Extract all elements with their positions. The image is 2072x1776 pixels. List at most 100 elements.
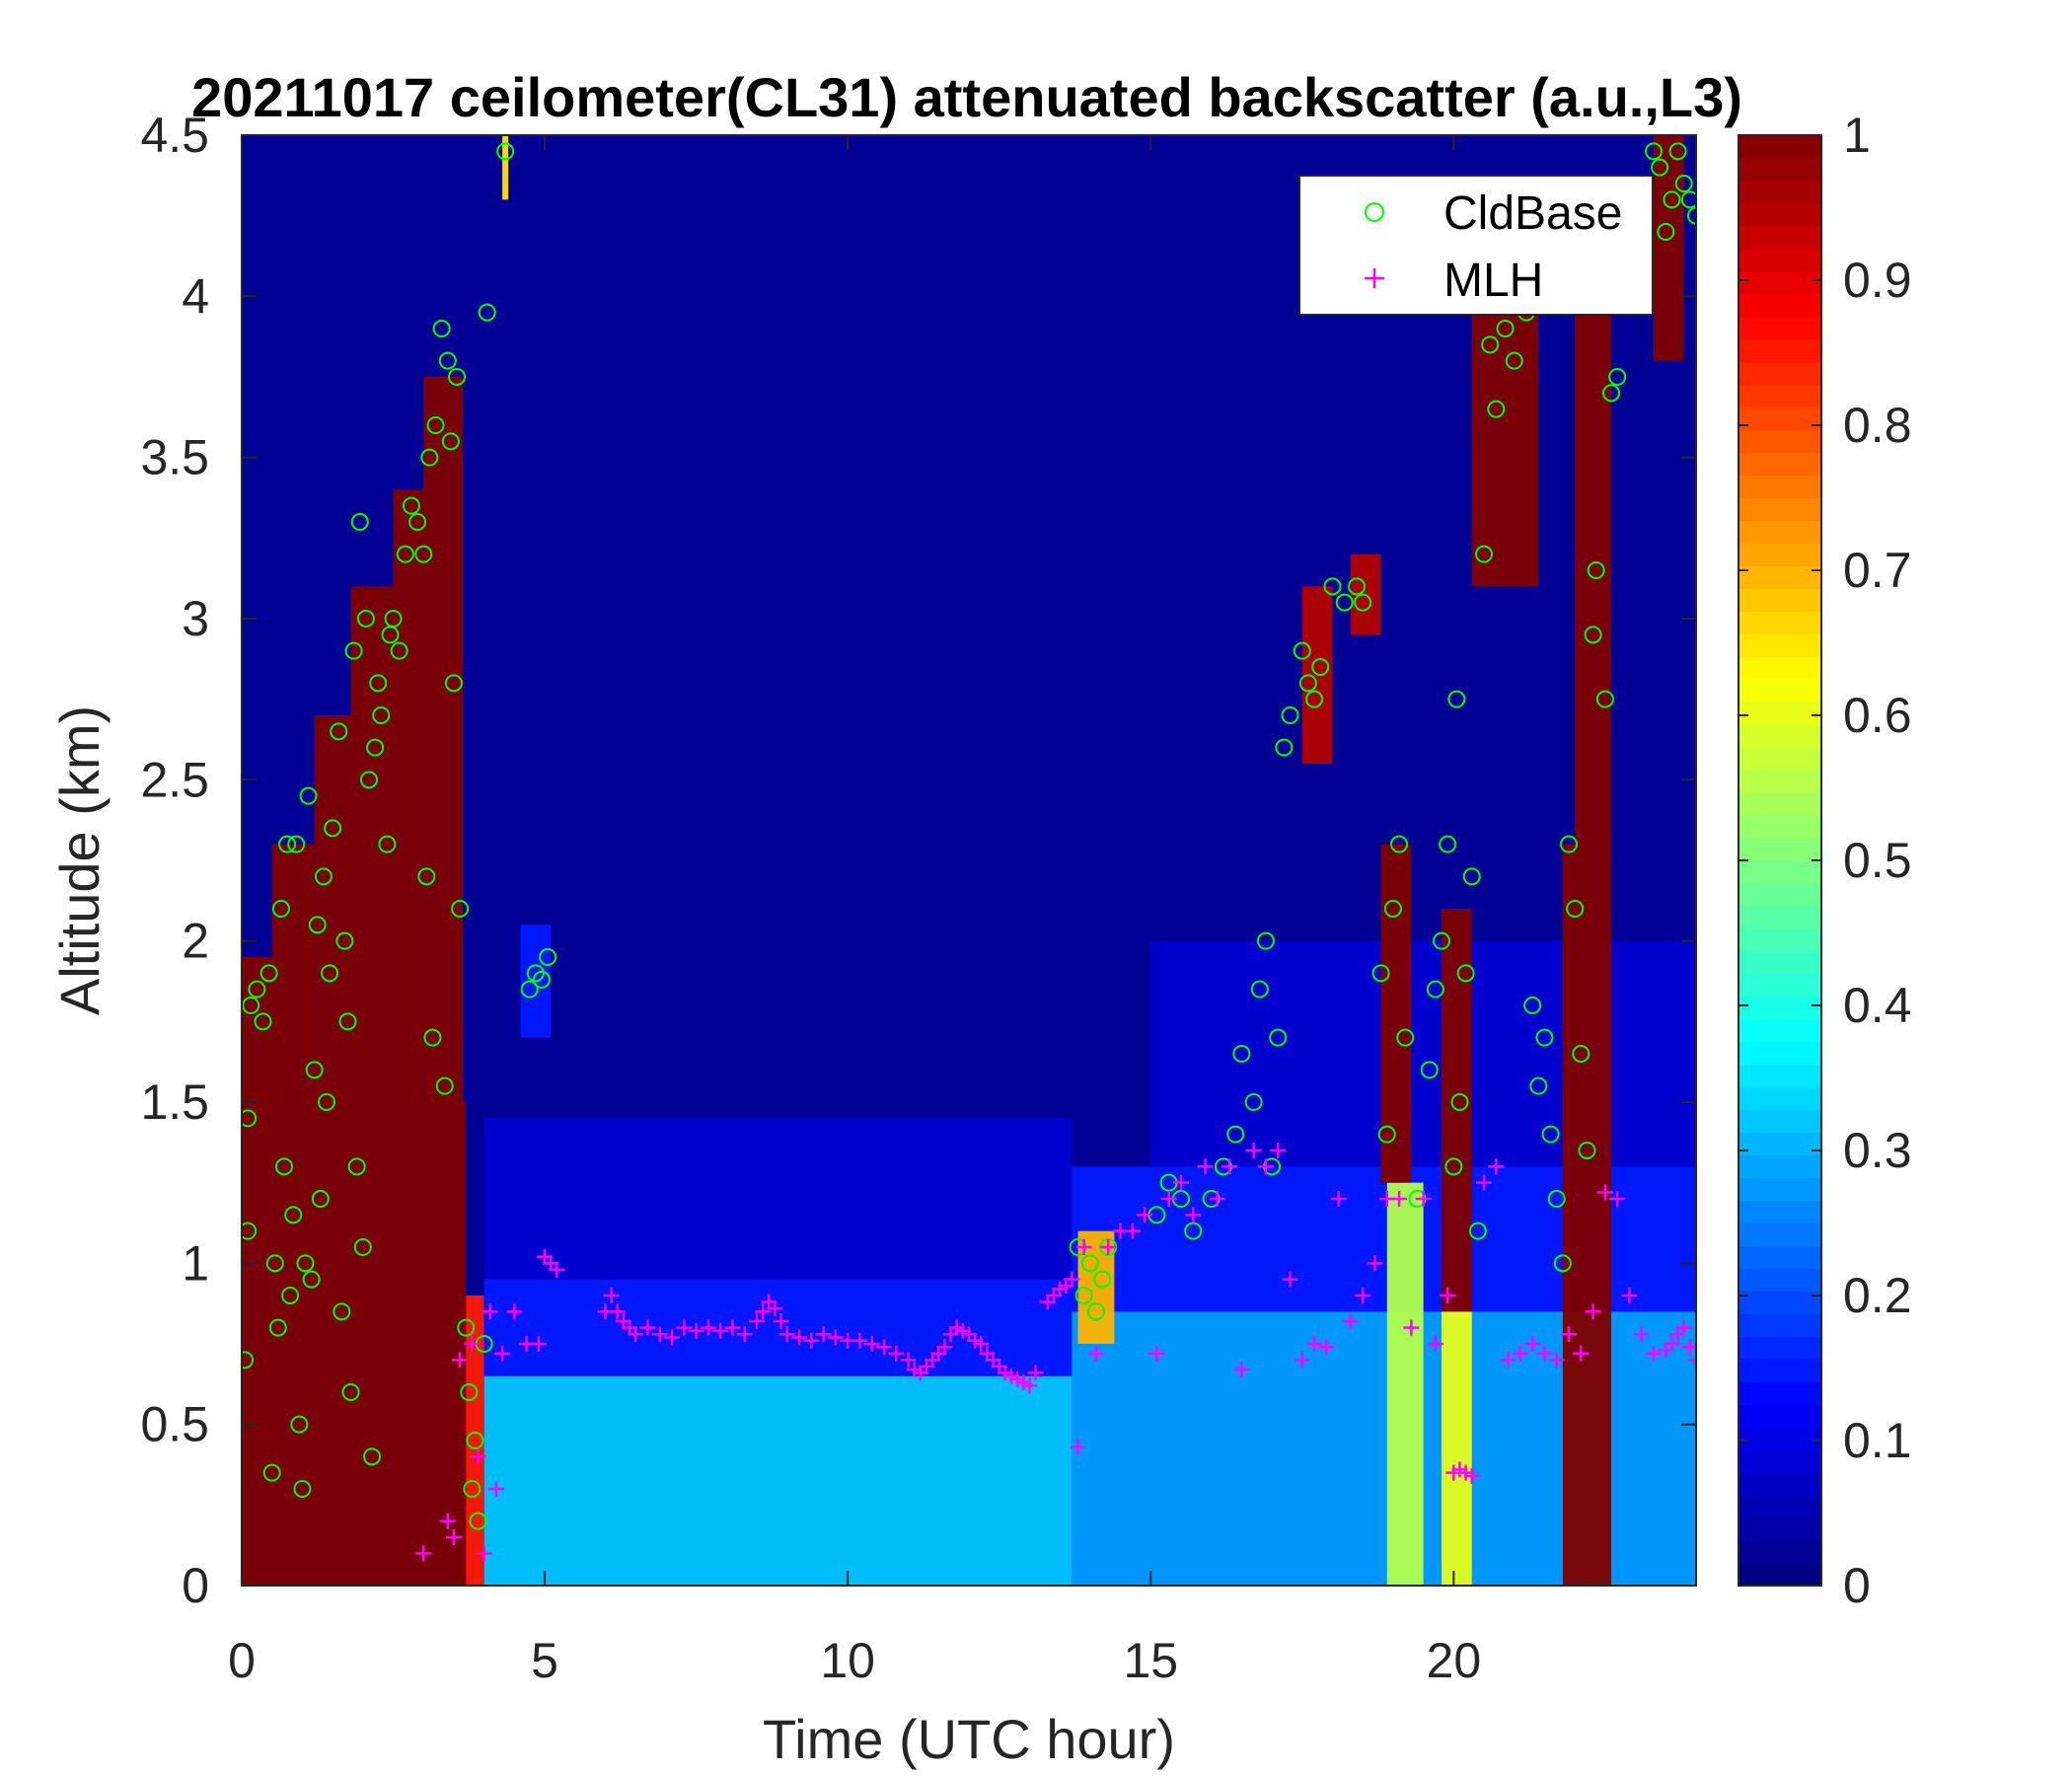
backscatter-region-6 (423, 377, 464, 1102)
cldbase-point-94 (1281, 706, 1299, 724)
cldbase-point-100 (1335, 593, 1354, 612)
mlh-point-52 (936, 1339, 953, 1356)
colorbar-strip-39 (1739, 679, 1821, 703)
mlh-point-6 (476, 1545, 492, 1562)
colorbar-tick-label-5: 0.5 (1843, 833, 1912, 888)
cldbase-point-10 (271, 900, 290, 918)
cldbase-point-117 (1462, 867, 1481, 886)
cldbase-point-68 (478, 303, 496, 322)
mlh-point-73 (1070, 1439, 1086, 1455)
colorbar-strip-0 (1739, 1563, 1821, 1587)
cldbase-point-88 (1244, 1093, 1263, 1111)
colorbar-tick-label-9: 0.9 (1843, 253, 1912, 308)
mlh-point-22 (639, 1319, 656, 1336)
colorbar-tick-label-4: 0.4 (1843, 978, 1912, 1033)
colorbar-strip-60 (1739, 202, 1821, 227)
colorbar-strip-30 (1739, 882, 1821, 907)
colorbar-tick-label-7: 0.7 (1843, 543, 1912, 598)
mlh-point-8 (487, 1481, 504, 1497)
x-tick-label-0: 0 (228, 1633, 256, 1688)
mlh-point-116 (1561, 1326, 1578, 1343)
y-axis-label: Altitude (km) (48, 705, 111, 1015)
mlh-point-28 (712, 1322, 729, 1339)
mlh-point-26 (688, 1322, 704, 1339)
cldbase-point-83 (1184, 1221, 1203, 1240)
mlh-point-12 (530, 1336, 547, 1352)
cldbase-point-42 (372, 706, 391, 724)
backscatter-region-10 (483, 1279, 1073, 1376)
cldbase-point-130 (1553, 1254, 1572, 1273)
colorbar-strip-2 (1739, 1517, 1821, 1541)
cldbase-point-86 (1226, 1125, 1245, 1144)
y-tick-label-2: 1 (182, 1235, 209, 1291)
mlh-point-85 (1209, 1191, 1225, 1207)
cldbase-point-16 (290, 1415, 309, 1434)
colorbar-strip-12 (1739, 1291, 1821, 1314)
colorbar-strip-44 (1739, 565, 1821, 589)
mlh-point-43 (863, 1336, 880, 1352)
cldbase-point-46 (390, 641, 408, 660)
mlh-point-46 (900, 1352, 917, 1369)
colorbar-strip-46 (1739, 520, 1821, 545)
cldbase-point-73 (539, 948, 557, 966)
mlh-point-72 (1064, 1271, 1080, 1288)
colorbar-strip-4 (1739, 1472, 1821, 1496)
colorbar-strip-17 (1739, 1177, 1821, 1202)
cldbase-point-77 (1086, 1302, 1105, 1321)
mlh-point-115 (1548, 1352, 1565, 1369)
cldbase-point-47 (396, 545, 414, 563)
cldbase-point-29 (333, 1302, 351, 1321)
mlh-point-118 (1585, 1303, 1601, 1320)
backscatter-region-27 (1575, 263, 1612, 845)
colorbar-strip-9 (1739, 1359, 1821, 1382)
cldbase-point-93 (1275, 738, 1294, 757)
backscatter-region-7 (466, 1295, 484, 1586)
cldbase-point-97 (1305, 690, 1324, 708)
cldbase-point-99 (1323, 577, 1342, 596)
colorbar-strip-38 (1739, 702, 1821, 725)
cldbase-point-128 (1541, 1125, 1560, 1144)
colorbar-strip-35 (1739, 770, 1821, 793)
cldbase-point-125 (1523, 997, 1542, 1014)
cldbase-point-78 (1093, 1270, 1112, 1289)
mlh-point-21 (628, 1326, 644, 1343)
cldbase-point-32 (341, 1383, 360, 1401)
mlh-point-35 (773, 1313, 789, 1330)
colorbar-strip-1 (1739, 1540, 1821, 1564)
backscatter-region-14 (1150, 940, 1696, 1167)
mlh-point-117 (1573, 1345, 1590, 1362)
colorbar-strip-15 (1739, 1222, 1821, 1247)
cldbase-point-127 (1535, 1028, 1554, 1047)
y-tick-label-6: 3 (182, 591, 209, 646)
mlh-point-24 (664, 1329, 681, 1346)
cldbase-point-105 (1383, 900, 1402, 918)
colorbar-strip-23 (1739, 1041, 1821, 1066)
colorbar-strip-6 (1739, 1427, 1821, 1450)
mlh-point-66 (1021, 1377, 1038, 1394)
colorbar-strip-31 (1739, 860, 1821, 884)
backscatter-region-2 (271, 844, 315, 1102)
colorbar-strip-56 (1739, 293, 1821, 318)
mlh-point-91 (1282, 1271, 1298, 1288)
cldbase-point-56 (435, 1076, 454, 1095)
cldbase-point-65 (466, 1432, 484, 1449)
cldbase-point-90 (1256, 931, 1275, 950)
mlh-point-81 (1160, 1191, 1177, 1207)
colorbar-strip-52 (1739, 384, 1821, 408)
cldbase-point-11 (274, 1157, 293, 1176)
mlh-point-98 (1367, 1255, 1383, 1272)
cldbase-point-26 (321, 964, 339, 983)
cldbase-point-58 (441, 432, 460, 451)
colorbar-tick-label-1: 0.1 (1843, 1413, 1912, 1468)
legend: CldBase MLH (1298, 175, 1654, 316)
colorbar-strip-50 (1739, 429, 1821, 454)
mlh-point-82 (1172, 1174, 1189, 1191)
cldbase-point-123 (1505, 351, 1523, 370)
mlh-point-15 (549, 1261, 565, 1278)
cldbase-point-75 (1074, 1287, 1093, 1304)
mlh-point-109 (1476, 1174, 1493, 1191)
cldbase-point-9 (268, 1318, 287, 1337)
cldbase-point-60 (448, 368, 467, 386)
y-tick-label-0: 0 (182, 1558, 209, 1613)
y-tick-label-3: 1.5 (140, 1074, 209, 1130)
